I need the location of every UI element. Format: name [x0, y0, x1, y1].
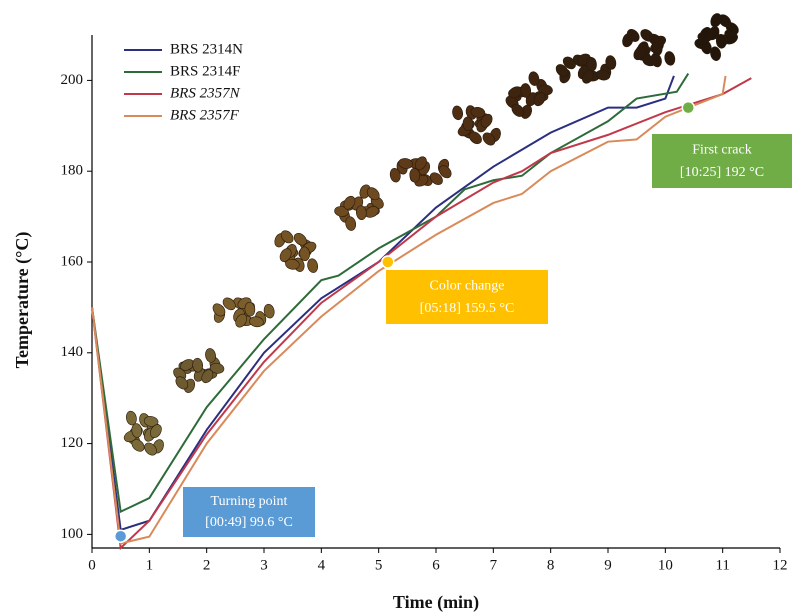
annotation-text: [05:18] 159.5 °C	[420, 301, 515, 316]
coffee-bean	[480, 113, 493, 128]
coffee-bean	[429, 172, 443, 185]
coffee-bean	[555, 64, 569, 78]
line-series	[91, 75, 727, 545]
coffee-bean	[222, 297, 236, 311]
x-tick-label: 10	[658, 557, 673, 573]
x-tick-label: 2	[203, 557, 211, 573]
coffee-bean	[175, 376, 189, 390]
annotation-label: Turning point	[211, 494, 288, 509]
y-axis-title: Temperature (°C)	[12, 232, 33, 369]
x-axis-title: Time (min)	[393, 592, 479, 613]
coffee-bean	[605, 55, 617, 70]
coffee-bean	[307, 258, 319, 273]
coffee-bean	[209, 362, 225, 374]
coffee-bean	[452, 105, 463, 121]
annotation-box	[183, 487, 315, 537]
coffee-bean	[462, 116, 474, 132]
coffee-bean	[334, 206, 349, 217]
coffee-bean	[595, 69, 611, 81]
legend-label: BRS 2314F	[170, 63, 240, 79]
legend-label: BRS 2357N	[170, 85, 241, 101]
x-tick-label: 8	[547, 557, 555, 573]
coffee-bean	[131, 423, 143, 438]
coffee-bean	[280, 230, 294, 244]
x-tick-label: 3	[260, 557, 268, 573]
coffee-bean	[511, 103, 525, 117]
coffee-bean	[533, 92, 546, 107]
coffee-bean	[398, 158, 413, 169]
coffee-bean	[205, 348, 216, 363]
coffee-bean	[520, 83, 532, 98]
x-tick-label: 5	[375, 557, 383, 573]
x-tick-label: 12	[773, 557, 788, 573]
coffee-bean	[710, 46, 721, 61]
coffee-bean	[366, 187, 380, 201]
coffee-bean	[633, 46, 646, 61]
coffee-bean	[144, 442, 157, 456]
coffee-bean	[126, 410, 137, 426]
legend-label: BRS 2357F	[170, 107, 240, 123]
annotation-box	[652, 134, 792, 188]
coffee-bean	[562, 56, 576, 70]
y-tick-label: 140	[61, 344, 84, 360]
annotation-text: [00:49] 99.6 °C	[205, 515, 293, 530]
coffee-bean	[718, 14, 732, 28]
legend-label: BRS 2314N	[170, 41, 243, 57]
coffee-bean	[249, 316, 264, 328]
y-tick-label: 200	[61, 72, 84, 88]
coffee-bean	[285, 258, 300, 270]
annotation-point	[381, 255, 395, 269]
coffee-bean	[699, 27, 712, 41]
coffee-bean	[438, 165, 452, 179]
coffee-bean	[263, 303, 275, 319]
coffee-bean	[345, 216, 357, 231]
annotation-point	[113, 529, 128, 543]
coffee-bean	[468, 131, 482, 145]
annotation-label: First crack	[692, 142, 751, 157]
x-tick-label: 11	[715, 557, 729, 573]
coffee-bean	[715, 33, 727, 49]
coffee-bean	[235, 313, 248, 328]
annotation-point	[681, 100, 696, 115]
coffee-bean	[192, 357, 204, 373]
coffee-bean	[244, 301, 256, 317]
x-tick-label: 6	[432, 557, 440, 573]
coffee-bean	[642, 55, 657, 67]
coffee-bean	[149, 424, 162, 438]
annotation-text: [10:25] 192 °C	[680, 165, 764, 180]
coffee-bean	[664, 51, 676, 66]
coffee-bean	[343, 195, 356, 210]
coffee-bean	[143, 416, 159, 427]
line-series	[91, 75, 675, 532]
y-tick-label: 180	[61, 163, 84, 179]
coffee-bean	[651, 41, 663, 56]
coffee-bean	[626, 29, 640, 42]
x-tick-label: 9	[604, 557, 612, 573]
x-tick-label: 7	[490, 557, 498, 573]
coffee-bean	[470, 106, 486, 118]
y-tick-label: 100	[61, 526, 84, 542]
coffee-bean	[582, 69, 594, 84]
coffee-bean	[389, 167, 401, 183]
coffee-bean	[640, 29, 654, 42]
x-tick-label: 4	[318, 557, 326, 573]
coffee-bean	[482, 132, 496, 146]
line-series	[91, 77, 752, 551]
coffee-bean	[415, 156, 427, 171]
annotation-label: Color change	[429, 278, 504, 293]
x-tick-label: 0	[88, 557, 96, 573]
coffee-bean	[279, 248, 292, 262]
coffee-bean	[212, 303, 226, 317]
coffee-bean	[409, 168, 421, 183]
coffee-bean	[528, 71, 540, 86]
y-tick-label: 160	[61, 253, 84, 269]
annotation-box	[386, 270, 548, 324]
coffee-bean	[356, 205, 367, 220]
coffee-bean	[201, 369, 214, 384]
coffee-bean	[299, 246, 311, 262]
y-tick-label: 120	[61, 435, 84, 451]
x-tick-label: 1	[146, 557, 154, 573]
